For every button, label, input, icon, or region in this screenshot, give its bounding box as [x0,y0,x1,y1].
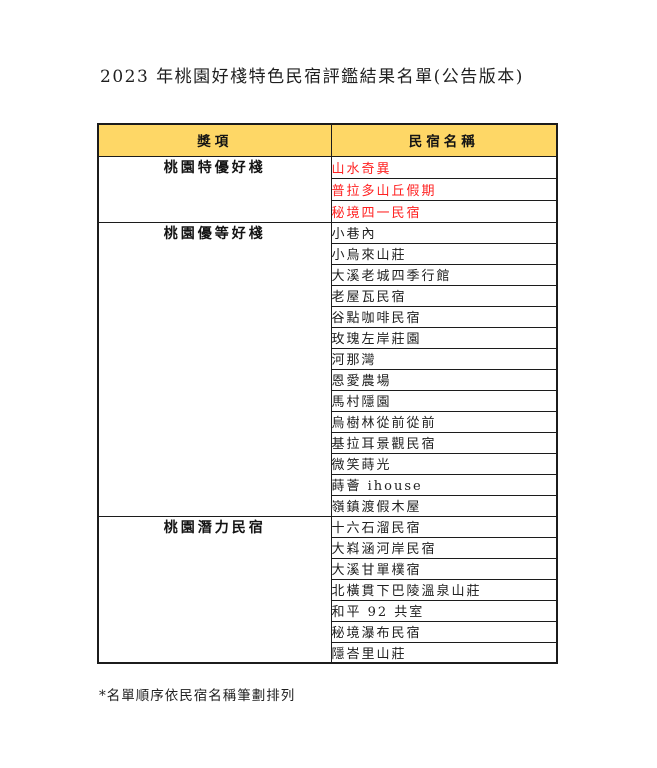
table-row: 北橫貫下巴陵溫泉山莊 [98,578,558,601]
bnb-name-cell: 秘境瀑布民宿 [330,620,558,643]
table-body: 桃園特優好棧 山水奇異 普拉多山丘假期 秘境四一民宿 桃園優等好棧 小巷內 小烏來山莊 大溪老… [97,155,558,664]
bnb-name-cell: 普拉多山丘假期 [330,177,558,201]
table-row: 桃園優等好棧 小巷內 [97,221,558,517]
table-row: 隱峇里山莊 [98,641,558,664]
table-header-row: 獎項 民宿名稱 [97,123,558,157]
table-row: 蒔薈 ihouse [98,473,558,496]
bnb-name-cell: 小烏來山莊 [330,242,558,265]
table-row: 秘境瀑布民宿 [98,620,558,643]
column-header-bnb-name: 民宿名稱 [330,123,558,157]
bnb-name-cell: 烏樹林從前從前 [330,410,558,433]
bnb-name-cell: 老屋瓦民宿 [330,284,558,307]
table-row: 老屋瓦民宿 [98,284,558,307]
award-cell: 桃園優等好棧 [97,221,332,517]
bnb-name-cell: 秘境四一民宿 [330,199,558,223]
bnb-name-cell: 小巷內 [330,221,558,244]
bnb-name-cell: 隱峇里山莊 [330,641,558,664]
bnb-name-cell: 馬村隱園 [330,389,558,412]
bnb-name-cell: 恩愛農場 [330,368,558,391]
footnote: *名單順序依民宿名稱筆劃排列 [99,688,296,704]
table-row: 大溪甘單樸宿 [98,557,558,580]
bnb-name-cell: 十六石溜民宿 [330,515,558,538]
page-title: 2023 年桃園好棧特色民宿評鑑結果名單(公告版本) [100,67,524,87]
table-row: 微笑蒔光 [98,452,558,475]
award-cell: 桃園潛力民宿 [97,515,332,664]
bnb-name-cell: 大溪甘單樸宿 [330,557,558,580]
bnb-name-cell: 山水奇異 [330,155,558,179]
bnb-name-cell: 大溪老城四季行館 [330,263,558,286]
results-table: 獎項 民宿名稱 桃園特優好棧 山水奇異 普拉多山丘假期 秘境四一民宿 桃園優等好棧 小巷內… [97,123,558,664]
table-row: 恩愛農場 [98,368,558,391]
bnb-name-cell: 大嵙涵河岸民宿 [330,536,558,559]
bnb-name-cell: 河那灣 [330,347,558,370]
bnb-name-cell: 基拉耳景觀民宿 [330,431,558,454]
table-row: 桃園特優好棧 山水奇異 [97,155,558,223]
bnb-name-cell: 和平 92 共室 [330,599,558,622]
award-cell: 桃園特優好棧 [97,155,332,223]
bnb-name-cell: 蒔薈 ihouse [330,473,558,496]
table-row: 桃園潛力民宿 十六石溜民宿 [97,515,558,664]
table-row: 大嵙涵河岸民宿 [98,536,558,559]
bnb-name-cell: 谷點咖啡民宿 [330,305,558,328]
bnb-name-cell: 北橫貫下巴陵溫泉山莊 [330,578,558,601]
bnb-name-cell: 玫瑰左岸莊園 [330,326,558,349]
column-header-award: 獎項 [97,123,332,157]
bnb-name-cell: 嶺鎮渡假木屋 [330,494,558,517]
bnb-name-cell: 微笑蒔光 [330,452,558,475]
